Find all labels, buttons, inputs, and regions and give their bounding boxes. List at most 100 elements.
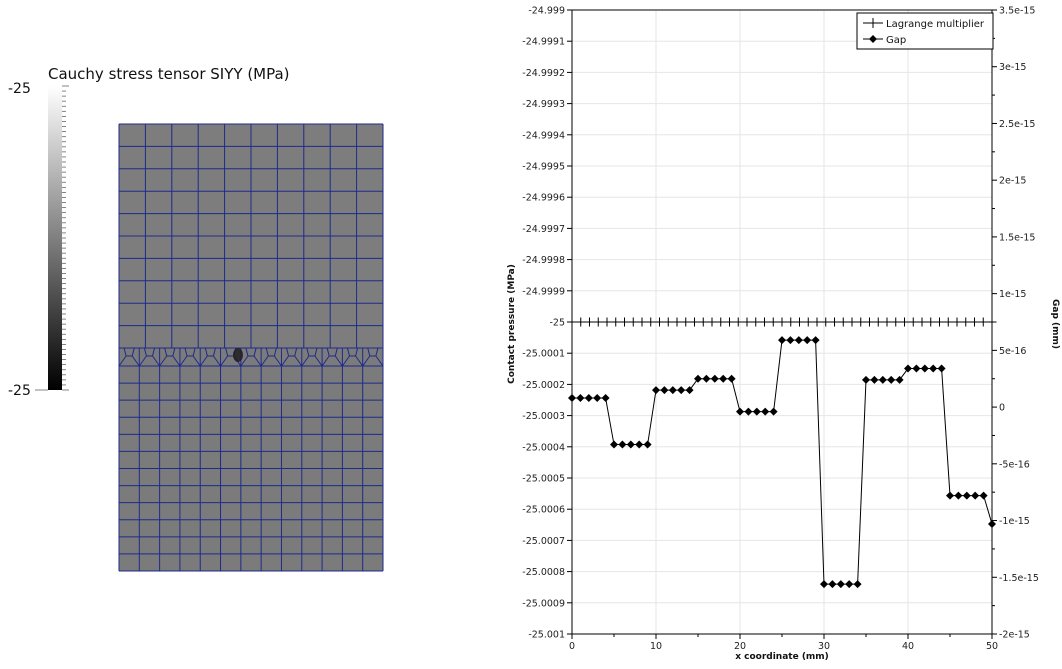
mesh-line	[240, 355, 249, 367]
gap-point	[677, 386, 686, 395]
gap-point	[845, 580, 854, 589]
mesh-line	[265, 347, 269, 357]
gap-point	[643, 440, 652, 449]
gap-point	[702, 374, 711, 383]
stress-hotspot	[233, 348, 243, 362]
lagrange-point	[803, 317, 813, 327]
mesh-line	[321, 355, 330, 367]
mesh-line	[152, 347, 156, 357]
mesh-line	[131, 347, 135, 357]
lagrange-point	[655, 317, 664, 327]
gap-point	[811, 336, 820, 345]
y2-tick-label: 1.5e-15	[999, 232, 1035, 243]
gap-point	[887, 375, 896, 384]
y-tick-label: -25.0006	[522, 505, 565, 516]
mesh-line	[362, 355, 371, 367]
y2-tick-label: 3.5e-15	[999, 6, 1035, 17]
lagrange-point	[768, 317, 778, 327]
gap-point	[820, 580, 828, 589]
y-tick-label: -25.0007	[522, 536, 565, 547]
colorbar-gradient	[48, 86, 62, 390]
lagrange-point	[751, 317, 761, 327]
y2-tick-label: 2e-15	[999, 176, 1026, 187]
y-tick-label: -24.9991	[522, 37, 565, 48]
y-tick-label: -24.9997	[522, 224, 565, 235]
y2-tick-label: -2e-15	[999, 630, 1030, 641]
gap-point	[660, 386, 669, 395]
gap-point	[920, 364, 929, 373]
lagrange-point	[681, 317, 691, 327]
mesh-line	[123, 347, 127, 357]
y-tick-label: -24.9995	[522, 162, 565, 173]
mesh-line	[334, 355, 343, 367]
gap-point	[626, 440, 635, 449]
mesh-line	[334, 347, 338, 357]
line-chart: -24.999 -24.9991 -24.9992 -24.9993 -24.9994 -…	[507, 6, 1060, 663]
y-axis-label: Contact pressure (MPa)	[507, 264, 517, 384]
y-tick-label: -24.9994	[522, 130, 565, 141]
gap-point	[878, 375, 887, 384]
gap-point	[752, 407, 761, 416]
mesh-line	[172, 347, 176, 357]
gap-point	[685, 386, 694, 395]
mesh-line	[164, 347, 168, 357]
lagrange-point	[891, 317, 901, 327]
mesh-line	[260, 355, 269, 367]
y-tick-label: -25.0009	[522, 598, 565, 609]
gap-point	[979, 491, 988, 500]
gap-point	[786, 336, 795, 345]
mesh-line	[192, 347, 196, 357]
gap-point	[929, 364, 938, 373]
gap-point	[576, 394, 585, 403]
gap-point	[744, 407, 753, 416]
lagrange-point	[576, 317, 586, 327]
x-tick-label: 30	[818, 641, 830, 652]
x-tick-label: 50	[986, 641, 998, 652]
mesh-line	[314, 347, 318, 357]
gap-point	[836, 580, 845, 589]
y2-tick-label: 2.5e-15	[999, 119, 1035, 130]
gap-point	[618, 440, 627, 449]
mesh-line	[179, 355, 188, 367]
lagrange-point	[716, 317, 726, 327]
mesh-line	[273, 347, 277, 357]
y2-tick-label: 5e-16	[999, 346, 1026, 357]
mesh-line	[346, 347, 350, 357]
gap-point	[954, 491, 963, 500]
gap-point	[584, 394, 593, 403]
gap-point	[710, 374, 719, 383]
mesh-plot	[118, 123, 384, 572]
gap-point	[962, 491, 971, 500]
lagrange-point	[952, 317, 962, 327]
colorbar-title: Cauchy stress tensor SIYY (MPa)	[48, 65, 290, 83]
gap-point	[937, 364, 946, 373]
lagrange-point	[935, 317, 944, 327]
y2-axis-label: Gap (mm)	[1050, 299, 1060, 349]
lagrange-point	[882, 317, 892, 327]
mesh-line	[375, 347, 379, 357]
gap-point	[794, 336, 803, 345]
series-line-gap	[572, 339, 993, 585]
y-tick-label: -25.0008	[522, 567, 565, 578]
lagrange-point	[777, 317, 787, 327]
lagrange-point	[795, 317, 804, 327]
mesh-line	[355, 355, 364, 367]
gap-point	[912, 364, 921, 373]
legend-label-lagrange: Lagrange multiplier	[886, 19, 985, 30]
y-tick-label: -24.9999	[522, 286, 565, 297]
lagrange-point	[908, 317, 918, 327]
y2-tick-label: -1.5e-15	[999, 573, 1039, 584]
lagrange-point	[725, 317, 734, 327]
y2-axis-ticks: -2e-15 -1.5e-15 -1e-15 -5e-16 0 5e-16 1e-15 1.5…	[992, 6, 1039, 641]
lagrange-point	[698, 317, 708, 327]
lagrange-point	[628, 317, 638, 327]
y2-tick-label: -1e-15	[999, 516, 1030, 527]
lagrange-point	[830, 317, 839, 327]
mesh-line	[301, 355, 310, 367]
mesh-line	[213, 355, 221, 367]
lagrange-point	[786, 317, 796, 327]
mesh-line	[341, 355, 350, 367]
lagrange-point	[690, 317, 699, 327]
gap-point	[668, 386, 677, 395]
y-tick-label: -25.0005	[522, 474, 565, 485]
